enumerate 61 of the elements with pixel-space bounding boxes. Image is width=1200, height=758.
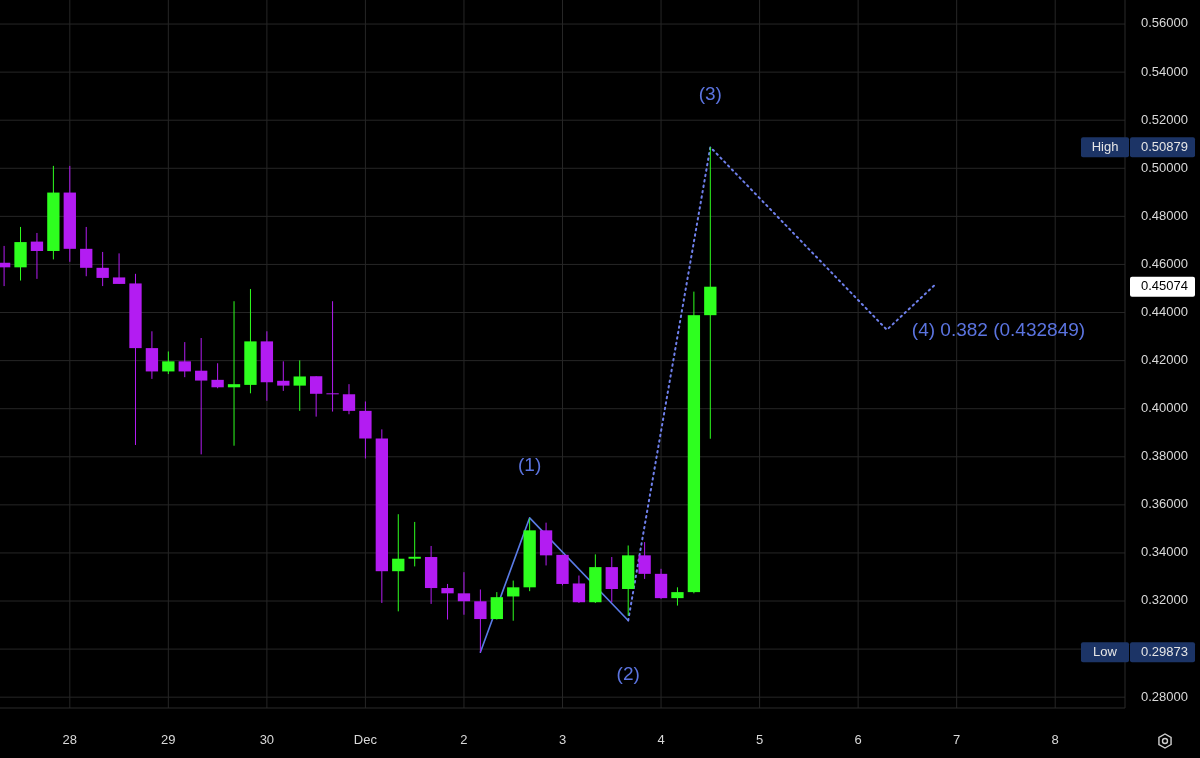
y-tick-label: 0.32000 bbox=[1141, 592, 1188, 608]
y-tick-label: 0.36000 bbox=[1141, 496, 1188, 512]
candlestick bbox=[211, 362, 224, 389]
candlestick bbox=[195, 337, 208, 455]
candlestick bbox=[572, 575, 586, 604]
y-tick-label: 0.50000 bbox=[1141, 159, 1188, 175]
candlestick bbox=[112, 252, 126, 285]
x-tick-label: 4 bbox=[657, 732, 665, 748]
candlestick bbox=[145, 330, 159, 380]
candlestick bbox=[704, 146, 717, 440]
annotation: (4) 0.382 (0.432849) bbox=[911, 318, 1086, 340]
candlestick bbox=[605, 556, 618, 603]
candlestick bbox=[162, 350, 175, 375]
x-tick-label: 5 bbox=[755, 732, 764, 748]
y-tick-label: 0.44000 bbox=[1141, 303, 1188, 319]
x-tick-label: 7 bbox=[953, 732, 961, 748]
candlestick bbox=[507, 580, 520, 622]
y-tick-label: 0.29873 bbox=[1141, 643, 1188, 659]
annotation: Low bbox=[1093, 643, 1118, 659]
x-tick-label: 8 bbox=[1051, 732, 1059, 748]
y-tick-label: 0.38000 bbox=[1141, 448, 1188, 464]
x-tick-label: 6 bbox=[854, 732, 862, 748]
candlestick bbox=[671, 586, 684, 607]
x-tick-label: 28 bbox=[62, 732, 78, 748]
candlestick bbox=[326, 300, 339, 413]
x-tick-label: 2 bbox=[460, 732, 468, 748]
candlestick bbox=[392, 513, 405, 612]
candlestick bbox=[342, 383, 356, 415]
annotation: (3) bbox=[698, 83, 722, 105]
candlestick bbox=[457, 571, 471, 616]
x-tick-label: Dec bbox=[353, 732, 378, 748]
y-tick-label: 0.54000 bbox=[1141, 63, 1188, 79]
candlestick bbox=[638, 541, 651, 580]
y-tick-label: 0.56000 bbox=[1141, 15, 1188, 31]
candlestick bbox=[80, 226, 93, 277]
x-tick-label: 3 bbox=[558, 732, 567, 748]
candlestick bbox=[474, 588, 487, 653]
candlestick bbox=[178, 341, 191, 378]
candlestick bbox=[309, 375, 323, 418]
candlestick bbox=[293, 359, 306, 412]
candlestick bbox=[408, 521, 421, 567]
candlestick bbox=[96, 251, 109, 287]
y-tick-label: 0.42000 bbox=[1141, 352, 1188, 368]
candlestick bbox=[277, 360, 290, 392]
annotation: (2) bbox=[616, 662, 640, 684]
y-tick-label: 0.50879 bbox=[1141, 138, 1188, 154]
y-tick-label: 0.52000 bbox=[1141, 111, 1188, 127]
x-tick-label: 30 bbox=[259, 732, 275, 748]
candlestick bbox=[227, 300, 241, 447]
y-tick-label: 0.28000 bbox=[1141, 688, 1188, 704]
y-tick-label: 0.34000 bbox=[1141, 544, 1188, 560]
y-tick-label: 0.45074 bbox=[1141, 278, 1188, 294]
y-tick-label: 0.48000 bbox=[1141, 207, 1188, 223]
x-tick-label: 29 bbox=[161, 732, 176, 748]
y-tick-label: 0.46000 bbox=[1141, 255, 1188, 271]
annotation: (1) bbox=[518, 453, 542, 475]
candlestick bbox=[30, 232, 44, 280]
annotation: High bbox=[1091, 138, 1119, 154]
candlestick bbox=[441, 583, 454, 621]
candlestick bbox=[490, 591, 503, 621]
y-tick-label: 0.40000 bbox=[1141, 400, 1188, 416]
